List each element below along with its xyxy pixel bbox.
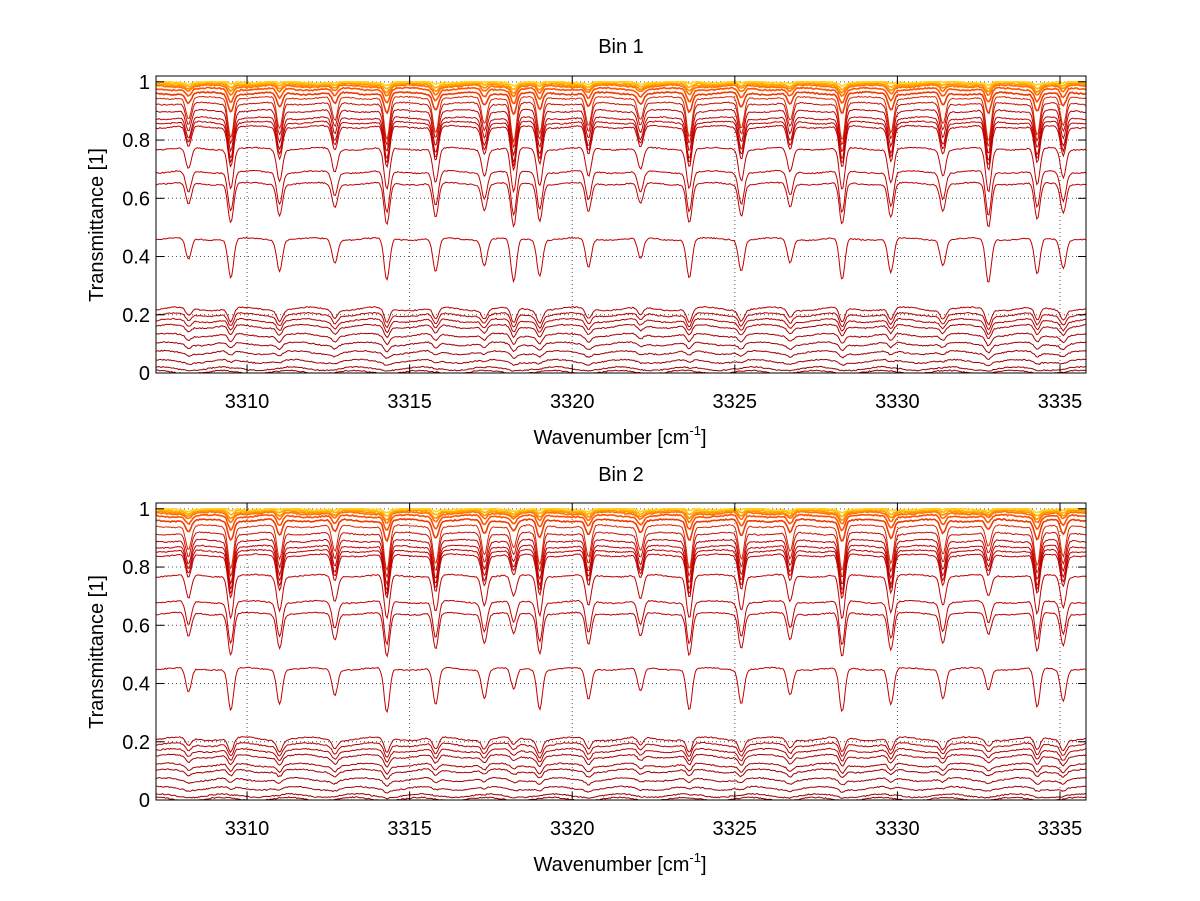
spectrum-line (155, 741, 1087, 759)
spectrum-line (155, 120, 1087, 168)
series-layer (155, 80, 1087, 374)
spectrum-line (155, 124, 1087, 172)
x-tick-label: 3335 (1038, 818, 1083, 840)
spectrum-line (156, 116, 1087, 164)
spectrum-line (155, 599, 1087, 646)
spectrum-line (155, 611, 1087, 658)
x-tick-label: 3310 (225, 391, 270, 413)
subplot-bin-2: Bin 2 3310 3315 3320 3325 3330 3335 0 0.2 0.4 0.6… (86, 464, 1087, 876)
x-tick-label: 3325 (713, 391, 758, 413)
y-axis-label: Transmittance [1] (86, 575, 108, 729)
spectrum-line (155, 762, 1087, 776)
spectrum-line (156, 507, 1086, 514)
spectrum-line (155, 753, 1087, 768)
spectrum-line (156, 785, 1087, 794)
x-tick-label: 3335 (1038, 391, 1083, 413)
chart-title: Bin 1 (598, 36, 644, 58)
series-layer (155, 507, 1087, 801)
spectrum-line (155, 332, 1087, 347)
chart-title: Bin 2 (598, 464, 644, 486)
spectrum-line (155, 317, 1087, 335)
x-axis-label-sup: -1 (689, 423, 701, 438)
x-tick-label: 3320 (550, 818, 595, 840)
x-tick-label: 3315 (387, 818, 432, 840)
subplot-bin-1: Bin 1 3310 3315 3320 3325 3330 3335 0 0.2 0.4 0.6… (86, 36, 1087, 449)
spectrum-line (155, 306, 1087, 326)
spectrum-line (155, 666, 1087, 714)
spectrum-line (155, 573, 1087, 620)
axes-frame (155, 75, 1087, 374)
x-tick-label: 3330 (875, 391, 920, 413)
spectrum-line (155, 181, 1087, 228)
x-axis-label-base: Wavenumber [cm (533, 427, 689, 449)
spectrum-line (155, 358, 1087, 367)
x-axis-label: Wavenumber [cm-1] (533, 423, 706, 449)
spectrum-line (155, 95, 1087, 144)
tick-layer: 3310 3315 3320 3325 3330 3335 0 0.2 0.4 0.6 0.8 1 (122, 72, 1086, 413)
spectrum-line (155, 538, 1087, 587)
y-tick-label: 0 (139, 790, 150, 812)
y-tick-label: 0.4 (122, 674, 150, 696)
spectrum-line (155, 509, 1087, 521)
spectrum-line (155, 83, 1087, 98)
spectrum-line (155, 82, 1087, 94)
spectrum-line (155, 365, 1086, 372)
spectrum-line (155, 323, 1087, 340)
x-tick-label: 3330 (875, 818, 920, 840)
spectrum-line (155, 311, 1087, 331)
spectrum-line (156, 80, 1086, 87)
x-axis-label-sup: -1 (689, 850, 701, 865)
spectrum-line (156, 146, 1087, 194)
spectrum-line (155, 736, 1087, 754)
tick-layer: 3310 3315 3320 3325 3330 3335 0 0.2 0.4 0.6 0.8 1 (122, 499, 1086, 840)
spectrum-line (155, 236, 1087, 284)
y-tick-label: 0 (139, 363, 150, 385)
spectrum-line (155, 792, 1087, 800)
spectrum-line (155, 341, 1087, 354)
y-tick-label: 0.2 (122, 732, 150, 754)
spectrum-line (155, 86, 1087, 105)
spectrum-line (155, 747, 1087, 763)
axes-frame (155, 502, 1087, 801)
spectrum-line (155, 553, 1087, 600)
x-tick-label: 3320 (550, 391, 595, 413)
y-tick-label: 0.4 (122, 247, 150, 269)
spectrum-line (155, 517, 1087, 543)
spectrum-line (155, 90, 1087, 116)
spectrum-line (155, 768, 1087, 780)
x-tick-label: 3310 (225, 818, 270, 840)
spectrum-line (155, 513, 1087, 532)
x-axis-label-close: ] (701, 854, 707, 876)
spectrum-line (155, 169, 1087, 217)
y-tick-label: 0.8 (122, 557, 150, 579)
y-tick-label: 1 (139, 72, 150, 94)
spectrum-line (155, 776, 1087, 787)
x-tick-label: 3315 (387, 391, 432, 413)
spectrum-line (155, 507, 1087, 518)
x-axis-label-close: ] (701, 427, 707, 449)
spectrum-line (155, 108, 1087, 157)
spectrum-line (155, 349, 1087, 360)
x-axis-label-base: Wavenumber [cm (533, 854, 689, 876)
y-tick-label: 0.8 (122, 130, 150, 152)
spectrum-line (155, 531, 1086, 579)
y-tick-label: 0.2 (122, 305, 150, 327)
y-tick-label: 1 (139, 499, 150, 521)
y-axis-label: Transmittance [1] (86, 148, 108, 302)
spectrum-line (155, 510, 1087, 525)
x-axis-label: Wavenumber [cm-1] (533, 850, 706, 876)
y-tick-label: 0.6 (122, 615, 150, 637)
y-tick-label: 0.6 (122, 188, 150, 210)
spectrum-line (155, 101, 1087, 149)
spectrum-line (155, 524, 1087, 572)
spectrum-line (155, 544, 1087, 592)
x-tick-label: 3325 (713, 818, 758, 840)
spectrum-line (155, 548, 1087, 596)
